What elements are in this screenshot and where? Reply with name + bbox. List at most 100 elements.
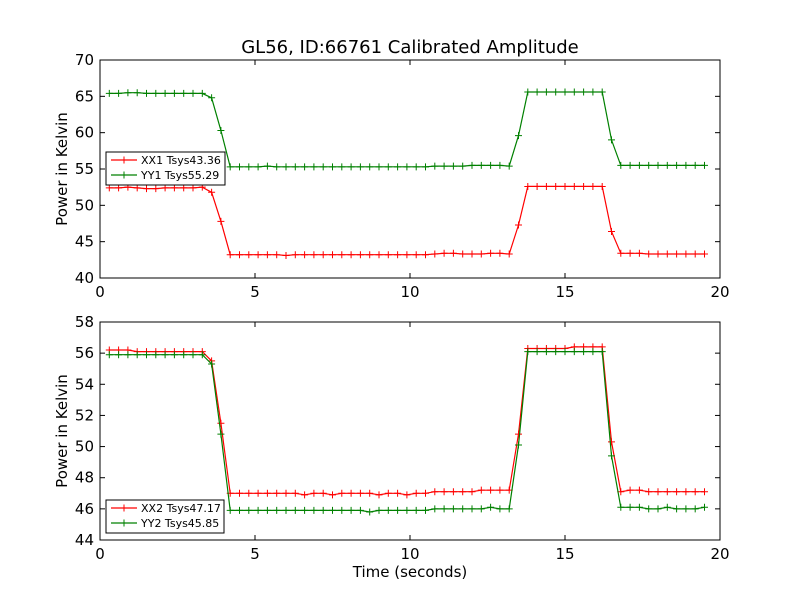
data-point: [245, 489, 253, 497]
data-point: [236, 489, 243, 497]
data-point: [310, 163, 318, 171]
data-point: [245, 251, 253, 259]
data-point: [626, 486, 634, 494]
data-point: [263, 506, 271, 514]
data-point: [701, 250, 708, 258]
data-point: [477, 486, 485, 494]
legend-marker: [120, 504, 128, 512]
data-point: [533, 182, 541, 190]
data-point: [254, 489, 262, 497]
data-point: [645, 161, 653, 169]
series-1: [105, 343, 708, 499]
data-point: [384, 489, 392, 497]
data-point: [608, 452, 615, 460]
data-point: [645, 505, 653, 513]
panel-2: 0 5 10 15 20 44 46 48 50 52 54 56 58 Power in Kelvin T…: [53, 313, 730, 581]
series-2: [105, 88, 708, 171]
data-point: [347, 251, 355, 259]
data-point: [273, 506, 281, 514]
data-point: [626, 249, 634, 257]
data-point: [375, 251, 383, 259]
data-point: [226, 163, 234, 171]
data-point: [291, 506, 299, 514]
data-point: [487, 161, 495, 169]
data-point: [319, 251, 327, 259]
data-point: [542, 88, 550, 96]
data-point: [143, 351, 150, 359]
legend-label: YY2 Tsys45.85: [140, 517, 219, 530]
data-point: [291, 163, 299, 171]
data-point: [663, 488, 671, 496]
data-point: [217, 419, 225, 427]
data-point: [347, 489, 355, 497]
data-point: [189, 351, 197, 359]
data-point: [496, 486, 504, 494]
data-point: [570, 88, 578, 96]
legend: XX1 Tsys43.36 YY1 Tsys55.29: [105, 151, 226, 186]
data-point: [617, 503, 625, 511]
data-point: [180, 351, 188, 359]
data-point: [282, 251, 290, 259]
data-point: [384, 163, 392, 171]
data-point: [533, 348, 541, 356]
data-point: [449, 505, 457, 513]
data-point: [115, 184, 123, 192]
data-point: [440, 162, 448, 170]
data-point: [356, 163, 364, 171]
data-point: [105, 184, 113, 192]
data-point: [505, 162, 513, 170]
data-point: [422, 506, 429, 514]
data-point: [217, 430, 225, 438]
data-point: [366, 508, 374, 516]
data-point: [608, 438, 615, 446]
data-point: [673, 505, 681, 513]
data-point: [542, 348, 550, 356]
data-point: [189, 184, 197, 192]
data-point: [254, 506, 262, 514]
data-point: [477, 161, 485, 169]
data-point: [161, 184, 169, 192]
data-point: [301, 506, 309, 514]
data-point: [449, 249, 457, 257]
data-point: [236, 506, 243, 514]
data-point: [198, 89, 206, 97]
data-point: [366, 251, 374, 259]
data-point: [552, 88, 560, 96]
data-point: [701, 503, 708, 511]
data-point: [263, 251, 271, 259]
data-point: [403, 491, 411, 499]
data-point: [645, 250, 653, 258]
data-point: [645, 488, 653, 496]
data-point: [515, 441, 522, 449]
data-point: [375, 491, 383, 499]
data-point: [180, 184, 188, 192]
data-point: [580, 88, 588, 96]
data-point: [412, 163, 420, 171]
data-point: [524, 182, 532, 190]
data-point: [282, 489, 290, 497]
y-tick-label: 40: [75, 269, 94, 287]
y-tick-label: 48: [75, 469, 94, 487]
data-point: [208, 94, 216, 102]
data-point: [217, 126, 225, 134]
data-point: [635, 486, 643, 494]
data-point: [310, 506, 318, 514]
data-point: [561, 88, 569, 96]
data-point: [440, 249, 448, 257]
data-point: [394, 489, 402, 497]
data-point: [338, 506, 346, 514]
data-point: [524, 348, 532, 356]
y-tick-label: 60: [75, 124, 94, 142]
data-point: [282, 506, 290, 514]
data-point: [691, 488, 699, 496]
data-point: [496, 161, 504, 169]
data-point: [654, 161, 662, 169]
data-point: [310, 251, 318, 259]
data-point: [431, 250, 439, 258]
data-point: [161, 351, 169, 359]
data-point: [449, 488, 457, 496]
data-point: [515, 221, 522, 229]
data-point: [282, 163, 290, 171]
data-point: [691, 161, 699, 169]
